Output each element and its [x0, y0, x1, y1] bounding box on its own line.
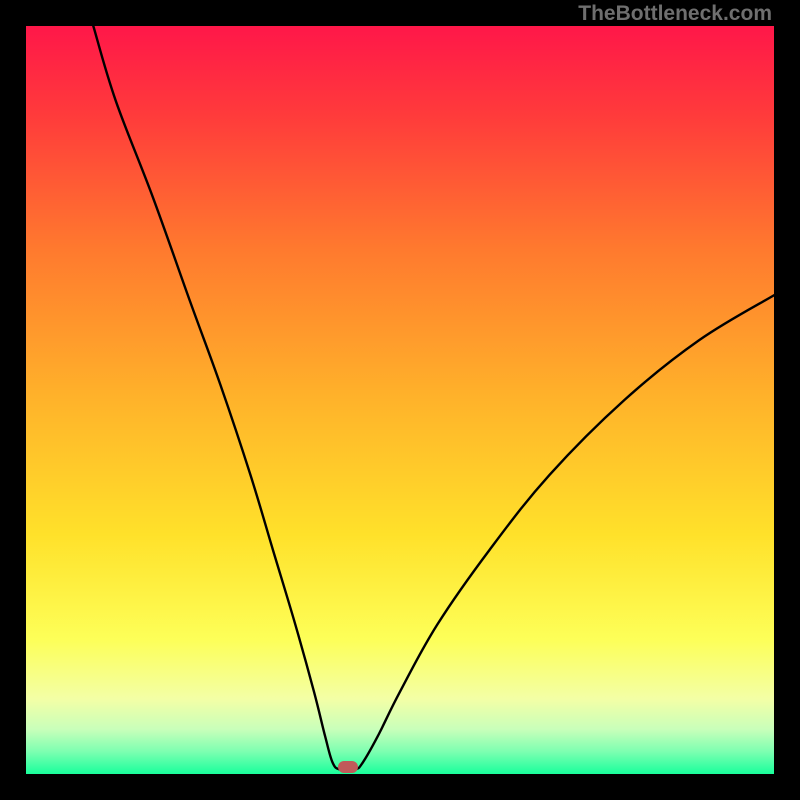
optimum-marker [338, 761, 358, 773]
watermark-text: TheBottleneck.com [578, 2, 772, 26]
curve-path [93, 26, 774, 770]
bottleneck-curve [26, 26, 774, 774]
plot-area [26, 26, 774, 774]
chart-frame: TheBottleneck.com [0, 0, 800, 800]
